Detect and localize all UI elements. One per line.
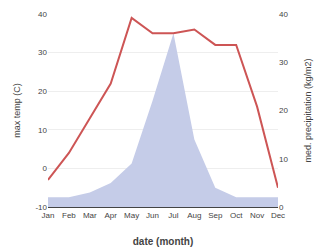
svg-text:Dec: Dec [271,211,285,220]
svg-text:May: May [124,211,139,220]
svg-text:Mar: Mar [83,211,97,220]
svg-text:20: 20 [38,87,47,96]
svg-text:30: 30 [38,48,47,57]
svg-text:30: 30 [279,58,288,67]
svg-text:Oct: Oct [230,211,243,220]
svg-text:Jun: Jun [146,211,159,220]
svg-text:Apr: Apr [105,211,118,220]
svg-text:10: 10 [279,155,288,164]
svg-text:Nov: Nov [250,211,264,220]
svg-text:0: 0 [279,203,284,212]
svg-text:10: 10 [38,126,47,135]
svg-text:40: 40 [279,10,288,19]
svg-text:max temp (C): max temp (C) [12,83,22,138]
svg-text:Sep: Sep [208,211,223,220]
svg-text:Jul: Jul [168,211,178,220]
svg-text:-10: -10 [35,203,47,212]
svg-text:med. precipitation (kg/m2): med. precipitation (kg/m2) [303,58,313,162]
svg-text:date (month): date (month) [133,236,194,247]
svg-text:Feb: Feb [62,211,76,220]
svg-text:Jan: Jan [42,211,55,220]
svg-text:0: 0 [43,164,48,173]
svg-text:40: 40 [38,10,47,19]
svg-text:Aug: Aug [187,211,201,220]
svg-text:20: 20 [279,106,288,115]
